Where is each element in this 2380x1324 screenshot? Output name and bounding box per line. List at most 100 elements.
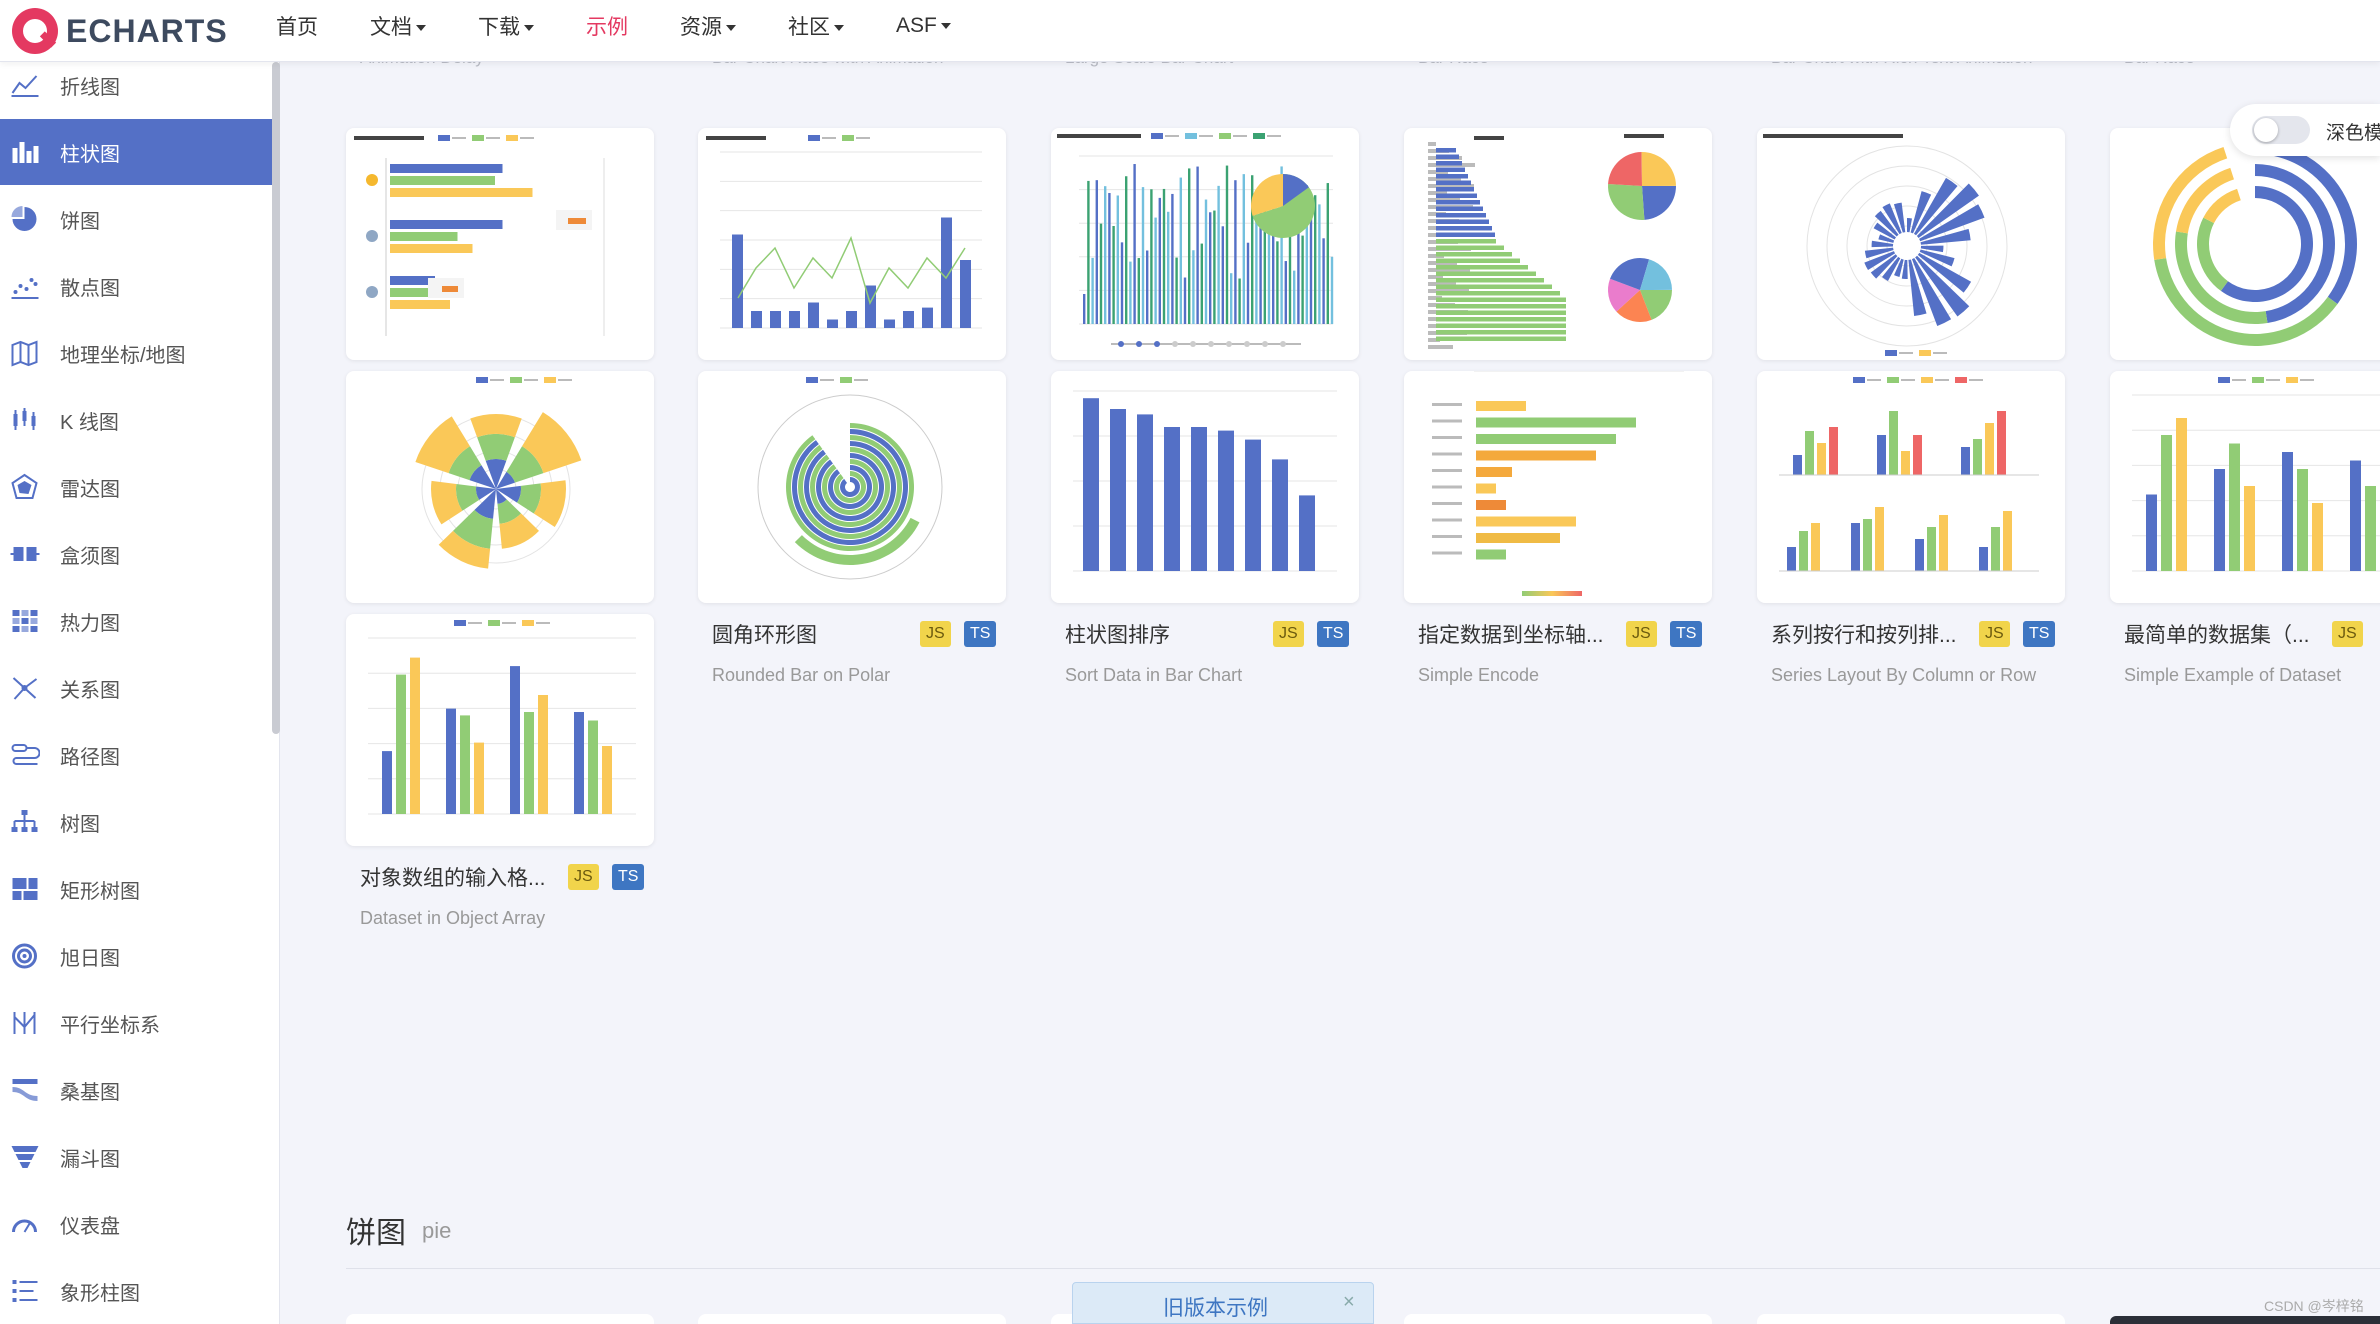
next-section-card[interactable] [1404, 1314, 1712, 1324]
example-card[interactable]: 指定数据到坐标轴... JS TS Simple Encode [1404, 371, 1712, 685]
toggle-switch[interactable] [2252, 116, 2310, 144]
example-card[interactable]: 2002全国宏观经济指标JSFinance Indices 2002 [1051, 128, 1359, 442]
sidebar-item-17[interactable]: 仪表盘 [0, 1191, 274, 1257]
example-thumbnail[interactable] [2110, 371, 2380, 603]
card-title[interactable]: 圆角环形图 [712, 624, 817, 647]
sidebar-item-label: 雷达图 [60, 478, 120, 501]
nav-menu: 首页 文档 下载 示例 资源 社区 ASF [276, 0, 1003, 52]
echarts-logo[interactable]: ECHARTS [12, 4, 228, 58]
js-badge[interactable]: JS [1979, 621, 2010, 647]
ts-badge[interactable]: TS [1317, 621, 1350, 647]
js-badge[interactable]: JS [1273, 621, 1304, 647]
ts-badge[interactable]: TS [2023, 621, 2056, 647]
old-version-banner[interactable]: 旧版本示例 × [1072, 1282, 1374, 1324]
sidebar-item-label: 关系图 [60, 679, 120, 702]
card-title[interactable]: 系列按行和按列排... [1771, 624, 1957, 647]
next-section-card[interactable] [346, 1314, 654, 1324]
example-thumbnail[interactable] [1757, 371, 2065, 603]
sidebar-item-16[interactable]: 漏斗图 [0, 1124, 274, 1190]
sidebar-item-15[interactable]: 桑基图 [0, 1057, 274, 1123]
nav-item-6[interactable]: ASF [896, 14, 951, 38]
js-badge[interactable]: JS [2332, 621, 2363, 647]
sidebar-item-3[interactable]: 散点图 [0, 253, 274, 319]
example-thumbnail[interactable] [1757, 128, 2065, 360]
section-divider [346, 1268, 2380, 1269]
card-title[interactable]: 指定数据到坐标轴... [1418, 624, 1604, 647]
nav-item-5[interactable]: 社区 [788, 11, 844, 41]
chevron-down-icon [834, 25, 844, 32]
sidebar-item-6[interactable]: 雷达图 [0, 454, 274, 520]
example-card[interactable]: Bar Chart on PolarJSTSBar Chart on Polar [1757, 128, 2065, 442]
sidebar-scrollbar[interactable] [272, 62, 280, 734]
sidebar-item-4[interactable]: 地理坐标/地图 [0, 320, 274, 386]
sidebar-item-1[interactable]: 柱状图 [0, 119, 274, 185]
sidebar-item-label: 折线图 [60, 76, 120, 99]
nav-item-label: 资源 [680, 16, 722, 39]
scatter-icon [10, 272, 40, 300]
example-thumbnail[interactable] [698, 128, 1006, 360]
example-card[interactable]: 柱状图排序 JS TS Sort Data in Bar Chart [1051, 371, 1359, 685]
card-title[interactable]: 最简单的数据集（... [2124, 624, 2310, 647]
cut-card-title: Animation Delay [360, 62, 484, 68]
sidebar-item-5[interactable]: K 线图 [0, 387, 274, 453]
nav-item-3[interactable]: 示例 [586, 11, 628, 41]
cut-card-title: Bar Race [2124, 62, 2195, 68]
ts-badge[interactable]: TS [612, 864, 645, 890]
example-thumbnail[interactable] [1051, 128, 1359, 360]
sidebar-item-8[interactable]: 热力图 [0, 588, 274, 654]
line-chart-icon [10, 71, 40, 99]
old-version-link[interactable]: 旧版本示例 [1163, 1297, 1268, 1320]
nav-item-4[interactable]: 资源 [680, 11, 736, 41]
sidebar-item-0[interactable]: 折线图 [0, 62, 274, 118]
nav-item-label: 社区 [788, 16, 830, 39]
example-card[interactable]: 极坐标系下的堆叠...JSTSStacked Bar Chart on Pola… [346, 371, 654, 685]
sidebar-item-13[interactable]: 旭日图 [0, 923, 274, 989]
nav-item-2[interactable]: 下载 [478, 11, 534, 41]
ts-badge[interactable]: TS [1670, 621, 1703, 647]
example-thumbnail[interactable] [2110, 128, 2380, 360]
example-card[interactable]: 天气统计（富文本...JSTSWheater Statistics [346, 128, 654, 442]
close-icon[interactable]: × [1343, 1291, 1355, 1313]
sidebar-item-10[interactable]: 路径图 [0, 722, 274, 788]
example-card[interactable]: 极坐标系下的堆叠...JSStacked Bar Chart on Polar [2110, 128, 2380, 442]
example-thumbnail[interactable] [1051, 371, 1359, 603]
chevron-down-icon [940, 23, 951, 30]
example-card[interactable]: 最简单的数据集（... JS Simple Example of Dataset [2110, 371, 2380, 685]
example-thumbnail[interactable] [698, 371, 1006, 603]
js-badge[interactable]: JS [920, 621, 951, 647]
example-card[interactable]: 系列按行和按列排... JS TS Series Layout By Column o… [1757, 371, 2065, 685]
example-card[interactable]: 对象数组的输入格... JS TS Dataset in Object Array [346, 614, 654, 928]
sidebar-item-2[interactable]: 饼图 [0, 186, 274, 252]
example-thumbnail[interactable] [1404, 128, 1712, 360]
nav-item-1[interactable]: 文档 [370, 11, 426, 41]
example-thumbnail[interactable] [346, 614, 654, 846]
example-card[interactable]: 圆角环形图 JS TS Rounded Bar on Polar [698, 371, 1006, 685]
thumbnail-encode [1432, 371, 1684, 596]
example-thumbnail[interactable] [346, 371, 654, 603]
funnel-icon [10, 1143, 40, 1171]
next-section-card[interactable] [698, 1314, 1006, 1324]
example-card[interactable]: 水印 - ECharts 下...JSTSWatermark - ECharts… [1404, 128, 1712, 442]
parallel-icon [10, 1009, 40, 1037]
sidebar-item-label: 漏斗图 [60, 1148, 120, 1171]
js-badge[interactable]: JS [1626, 621, 1657, 647]
example-thumbnail[interactable] [1404, 371, 1712, 603]
sidebar-item-18[interactable]: 象形柱图 [0, 1258, 274, 1324]
example-card[interactable]: 动态数据JSTSDynamic Data [698, 128, 1006, 442]
next-section-card[interactable] [1757, 1314, 2065, 1324]
js-badge[interactable]: JS [568, 864, 599, 890]
sidebar-item-7[interactable]: 盒须图 [0, 521, 274, 587]
ts-badge[interactable]: TS [964, 621, 997, 647]
sidebar-item-9[interactable]: 关系图 [0, 655, 274, 721]
gauge-icon [10, 1210, 40, 1238]
card-title[interactable]: 对象数组的输入格... [360, 867, 546, 890]
sidebar-item-11[interactable]: 树图 [0, 789, 274, 855]
dark-mode-toggle[interactable]: 深色模 [2230, 104, 2380, 156]
sidebar-item-12[interactable]: 矩形树图 [0, 856, 274, 922]
nav-item-0[interactable]: 首页 [276, 11, 318, 41]
examples-main: Animation Delay Bar Chart Race with Anima… [280, 62, 2380, 1324]
card-title[interactable]: 柱状图排序 [1065, 624, 1170, 647]
example-thumbnail[interactable] [346, 128, 654, 360]
sidebar-item-14[interactable]: 平行坐标系 [0, 990, 274, 1056]
chevron-down-icon [726, 25, 736, 32]
